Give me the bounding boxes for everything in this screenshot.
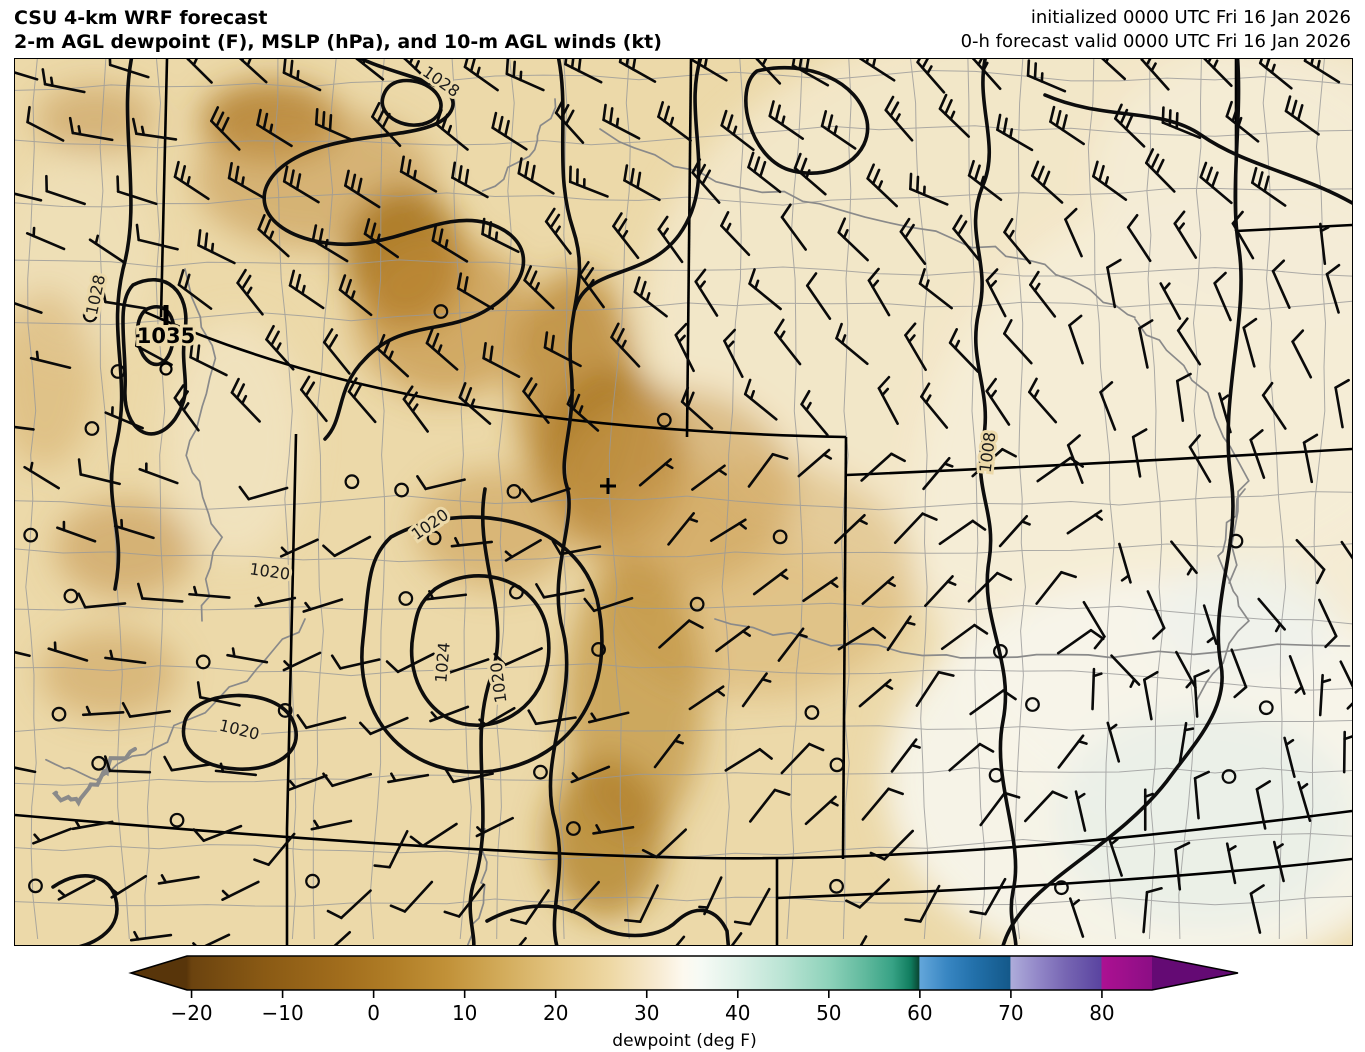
colorbar-axis-label: dewpoint (deg F) <box>612 1031 756 1051</box>
colorbar-tick-label: −10 <box>261 1001 303 1025</box>
dewpoint-shading-layer <box>15 59 1352 945</box>
colorbar: −20 −10 0 10 20 30 40 50 60 70 80 dewpoint (deg F) <box>128 955 1239 1051</box>
colorbar-bar <box>187 956 1152 990</box>
colorbar-right-arrow <box>1152 956 1238 990</box>
colorbar-ticks <box>190 990 1103 998</box>
valid-time: 0-h forecast valid 0000 UTC Fri 16 Jan 2… <box>960 31 1351 52</box>
high-center-station <box>159 362 173 376</box>
city-plus-marker <box>600 478 616 494</box>
contour-label: 1024 <box>431 641 453 683</box>
mslp-contours-layer <box>51 59 1352 945</box>
colorbar-outline <box>128 955 1239 991</box>
title-line1: CSU 4-km WRF forecast <box>14 7 268 29</box>
colorbar-tick-label: 70 <box>998 1001 1023 1025</box>
init-time: initialized 0000 UTC Fri 16 Jan 2026 <box>1030 7 1351 28</box>
colorbar-tick-label: 40 <box>725 1001 750 1025</box>
colorbar-tick-label: 20 <box>543 1001 568 1025</box>
high-center-label: 1035 <box>137 324 195 348</box>
county-lines-layer <box>15 59 1352 940</box>
rivers-layer <box>45 98 1351 945</box>
colorbar-tick-label: −20 <box>170 1001 212 1025</box>
colorbar-tick-label: 80 <box>1089 1001 1114 1025</box>
run-times: initialized 0000 UTC Fri 16 Jan 2026 0-h… <box>961 6 1351 54</box>
forecast-map: 1028 1028 1020 1020 1024 1020 1020 1008 1035 <box>14 58 1353 946</box>
colorbar-tick-label: 30 <box>634 1001 659 1025</box>
page-title: CSU 4-km WRF forecast 2-m AGL dewpoint (… <box>14 6 662 54</box>
colorbar-tick-label: 10 <box>452 1001 477 1025</box>
colorbar-left-arrow <box>131 956 187 990</box>
wind-barbs-layer <box>15 59 1352 945</box>
colorbar-tick-label: 0 <box>367 1001 380 1025</box>
colorbar-tick-label: 50 <box>816 1001 841 1025</box>
title-line2: 2-m AGL dewpoint (F), MSLP (hPa), and 10… <box>14 31 662 53</box>
colorbar-tick-label: 60 <box>907 1001 932 1025</box>
